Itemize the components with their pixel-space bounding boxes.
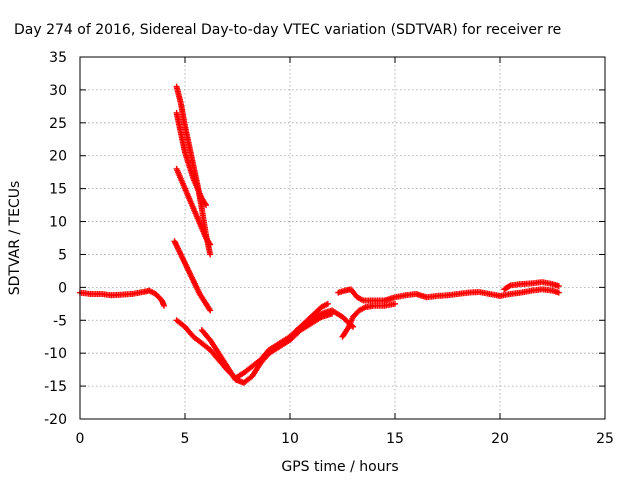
y-tick-label: 5	[58, 247, 67, 263]
x-tick-label: 20	[491, 431, 509, 447]
x-tick-label: 25	[596, 431, 614, 447]
chart-title: Day 274 of 2016, Sidereal Day-to-day VTE…	[14, 22, 561, 38]
y-tick-label: 0	[58, 280, 67, 296]
x-axis-label: GPS time / hours	[281, 459, 398, 475]
data-point	[555, 289, 562, 296]
data-point	[392, 300, 398, 307]
x-tick-label: 5	[181, 431, 190, 447]
axis-ticks: 0 5 10 15 20 25 -20 -15 -10 -5 0 5 10 15 20 25 30 35	[44, 50, 614, 447]
plot-border	[79, 56, 606, 420]
y-tick-label: 25	[49, 116, 67, 132]
data-point	[207, 307, 214, 314]
y-tick-label: 10	[49, 215, 67, 231]
y-tick-label: 30	[49, 83, 67, 99]
x-tick-label: 15	[386, 431, 404, 447]
y-tick-label: -5	[53, 313, 67, 329]
y-tick-label: -15	[44, 379, 67, 395]
data-point	[207, 251, 214, 258]
data-point	[324, 300, 331, 307]
data-points	[77, 83, 562, 386]
data-point	[207, 241, 214, 248]
data-point	[203, 202, 209, 209]
data-point	[506, 283, 513, 290]
y-tick-label: 20	[49, 149, 67, 165]
x-tick-label: 0	[76, 431, 85, 447]
data-point	[161, 302, 167, 309]
y-tick-label: 15	[49, 182, 67, 198]
y-tick-label: -20	[44, 412, 67, 428]
y-tick-label: -10	[44, 346, 67, 362]
x-tick-label: 10	[281, 431, 299, 447]
y-axis-label: SDTVAR / TECUs	[7, 181, 23, 296]
y-tick-label: 35	[49, 50, 67, 66]
data-point	[555, 283, 562, 290]
